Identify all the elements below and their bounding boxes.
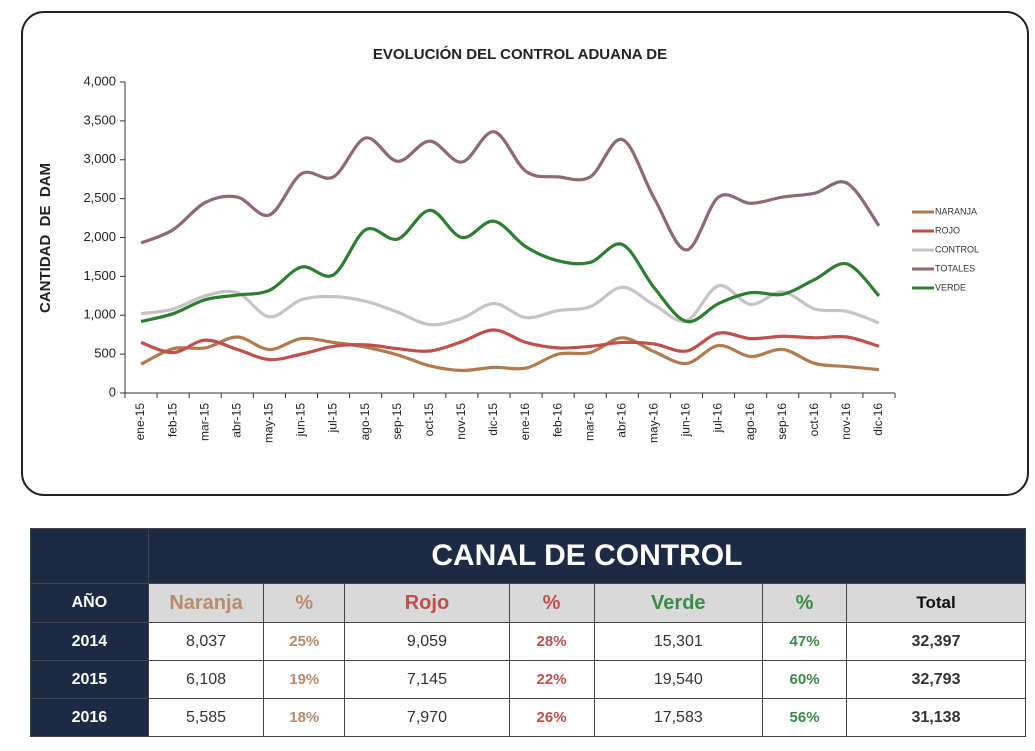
year-cell: 2014	[30, 622, 149, 661]
column-header-row: AÑO Naranja% Rojo% Verde% Total	[30, 583, 1026, 623]
table-cell: 47%	[762, 622, 848, 661]
table-cell: 18%	[263, 698, 346, 737]
legend-label: VERDE	[935, 282, 966, 292]
column-header: %	[508, 583, 595, 623]
x-tick-label: dic-15	[486, 403, 500, 436]
column-header: Naranja	[147, 583, 265, 623]
x-tick-label: oct-16	[807, 403, 821, 437]
x-tick-label: may-15	[262, 403, 276, 443]
x-tick-label: ago-15	[358, 403, 372, 441]
series-line	[140, 208, 881, 324]
x-tick-label: jul-16	[711, 403, 725, 434]
x-tick-label: jul-15	[326, 403, 340, 434]
column-header: Rojo	[344, 583, 510, 623]
table-cell: 56%	[762, 698, 848, 737]
legend-label: ROJO	[935, 225, 960, 235]
x-tick-label: jun-16	[679, 403, 693, 438]
y-tick-label: 1,000	[83, 307, 116, 322]
table-row: 2016 5,585 18% 7,970 26% 17,583 56% 31,138	[30, 698, 1026, 737]
x-tick-label: nov-16	[839, 403, 853, 440]
series-line	[140, 284, 880, 327]
column-header: AÑO	[30, 583, 149, 623]
x-tick-label: dic-16	[871, 403, 885, 436]
column-header: %	[762, 583, 848, 623]
x-tick-label: jun-15	[294, 403, 308, 438]
table-row: 2014 8,037 25% 9,059 28% 15,301 47% 32,397	[30, 622, 1026, 661]
table-cell: 26%	[508, 698, 595, 737]
column-header: Verde	[593, 583, 764, 623]
legend-label: TOTALES	[935, 263, 975, 273]
x-tick-label: feb-15	[165, 403, 179, 437]
x-tick-label: abr-16	[614, 403, 628, 438]
x-tick-label: nov-15	[454, 403, 468, 440]
table-cell: 25%	[263, 622, 346, 661]
series-line	[140, 335, 880, 373]
year-cell: 2016	[30, 698, 149, 737]
x-tick-label: abr-15	[229, 403, 243, 438]
x-tick-label: sep-16	[775, 403, 789, 440]
table-cell: 7,145	[344, 660, 510, 699]
table-cell: 32,397	[846, 622, 1026, 661]
year-cell: 2015	[30, 660, 149, 699]
x-tick-label: sep-15	[390, 403, 404, 440]
y-axis-label: CANTIDAD DE DAM	[37, 163, 54, 313]
series-line	[140, 130, 881, 252]
table-cell: 32,793	[846, 660, 1026, 699]
y-tick-label: 3,500	[83, 112, 116, 127]
x-tick-label: may-16	[647, 403, 661, 443]
table-cell: 22%	[508, 660, 595, 699]
table-cell: 17,583	[593, 698, 764, 737]
table-cell: 9,059	[344, 622, 510, 661]
column-header: %	[263, 583, 346, 623]
x-tick-label: ene-16	[518, 403, 532, 441]
table-cell: 31,138	[846, 698, 1026, 737]
y-tick-label: 2,500	[83, 190, 116, 205]
table-cell: 8,037	[147, 622, 265, 661]
x-tick-label: mar-15	[197, 403, 211, 441]
table-cell: 15,301	[593, 622, 764, 661]
series-line	[140, 328, 880, 362]
table-cell: 6,108	[147, 660, 265, 699]
chart-title: EVOLUCIÓN DEL CONTROL ADUANA DE	[373, 45, 667, 63]
y-tick-label: 1,500	[83, 268, 116, 283]
table-cell: 19,540	[593, 660, 764, 699]
y-tick-label: 4,000	[83, 73, 116, 88]
y-tick-label: 0	[109, 384, 116, 399]
y-tick-label: 2,000	[83, 229, 116, 244]
x-tick-label: mar-16	[582, 403, 596, 441]
table-cell: 19%	[263, 660, 346, 699]
data-table: CANAL DE CONTROL AÑO Naranja% Rojo% Verde% T…	[30, 528, 1027, 737]
chart-frame	[21, 11, 1029, 496]
x-tick-label: ene-15	[133, 403, 147, 441]
table-title: CANAL DE CONTROL	[147, 528, 1027, 584]
x-tick-label: ago-16	[743, 403, 757, 441]
table-row: 2015 6,108 19% 7,145 22% 19,540 60% 32,793	[30, 660, 1026, 699]
table-cell: 5,585	[147, 698, 265, 737]
table-cell: 7,970	[344, 698, 510, 737]
legend-label: CONTROL	[935, 244, 979, 254]
y-tick-label: 500	[94, 346, 116, 361]
table-cell: 28%	[508, 622, 595, 661]
legend-label: NARANJA	[935, 206, 977, 216]
x-tick-label: oct-15	[422, 403, 436, 437]
x-tick-label: feb-16	[550, 403, 564, 437]
column-header: Total	[846, 583, 1026, 623]
corner-cell	[30, 528, 149, 584]
table-cell: 60%	[762, 660, 848, 699]
y-tick-label: 3,000	[83, 151, 116, 166]
chart: EVOLUCIÓN DEL CONTROL ADUANA DE CANTIDAD…	[21, 11, 1029, 496]
